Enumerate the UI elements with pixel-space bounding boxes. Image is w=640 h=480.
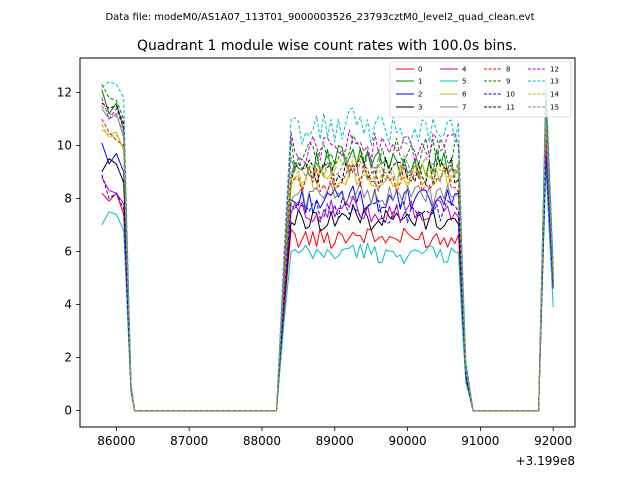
legend-label-15: 15 xyxy=(550,104,559,112)
chart-title: Quadrant 1 module wise count rates with … xyxy=(137,38,517,54)
series-line-5 xyxy=(101,166,554,412)
y-tick-label: 0 xyxy=(64,404,72,418)
legend-label-4: 4 xyxy=(462,66,467,74)
legend-label-9: 9 xyxy=(506,78,510,86)
y-tick-label: 4 xyxy=(64,298,72,312)
legend-label-3: 3 xyxy=(418,104,422,112)
legend-label-0: 0 xyxy=(418,66,422,74)
y-axis: 0 2 4 6 8 10 12 xyxy=(57,85,80,418)
figure-suptitle: Data file: modeM0/AS1A07_113T01_90000035… xyxy=(105,12,534,23)
series-line-12 xyxy=(101,97,554,412)
y-tick-label: 12 xyxy=(57,85,72,99)
series-line-7 xyxy=(101,108,554,412)
legend-label-5: 5 xyxy=(462,78,466,86)
y-tick-label: 2 xyxy=(64,351,72,365)
series-line-8 xyxy=(101,118,554,412)
y-tick-label: 8 xyxy=(64,191,72,205)
x-tick-label: 87000 xyxy=(170,434,208,448)
series-line-15 xyxy=(101,105,554,412)
series-line-3 xyxy=(101,150,554,412)
x-tick-label: 91000 xyxy=(461,434,499,448)
legend-label-10: 10 xyxy=(506,91,515,99)
x-tick-label: 92000 xyxy=(534,434,572,448)
series-line-11 xyxy=(101,102,554,412)
y-tick-label: 6 xyxy=(64,245,72,259)
legend-label-12: 12 xyxy=(550,66,559,74)
legend-label-8: 8 xyxy=(506,66,510,74)
legend-label-1: 1 xyxy=(418,78,422,86)
legend-label-6: 6 xyxy=(462,91,467,99)
series-layer xyxy=(101,78,554,412)
x-axis: 86000 87000 88000 89000 90000 91000 92000 xyxy=(97,427,572,448)
legend-label-13: 13 xyxy=(550,78,559,86)
x-tick-label: 89000 xyxy=(316,434,354,448)
series-line-0 xyxy=(101,134,554,412)
y-tick-label: 10 xyxy=(57,138,72,152)
x-tick-label: 90000 xyxy=(388,434,426,448)
plot-frame xyxy=(79,57,576,428)
series-line-14 xyxy=(101,115,554,412)
legend-label-14: 14 xyxy=(550,91,559,99)
x-tick-label: 88000 xyxy=(243,434,281,448)
series-line-13 xyxy=(101,78,554,412)
series-line-10 xyxy=(101,155,554,412)
series-line-2 xyxy=(101,129,554,412)
plot-area xyxy=(80,58,575,427)
legend-label-2: 2 xyxy=(418,91,422,99)
x-offset-label: +3.199e8 xyxy=(516,454,575,468)
legend-label-11: 11 xyxy=(506,104,515,112)
legend-label-7: 7 xyxy=(462,104,466,112)
x-tick-label: 86000 xyxy=(97,434,135,448)
legend-box xyxy=(389,61,572,118)
series-line-9 xyxy=(101,84,554,412)
